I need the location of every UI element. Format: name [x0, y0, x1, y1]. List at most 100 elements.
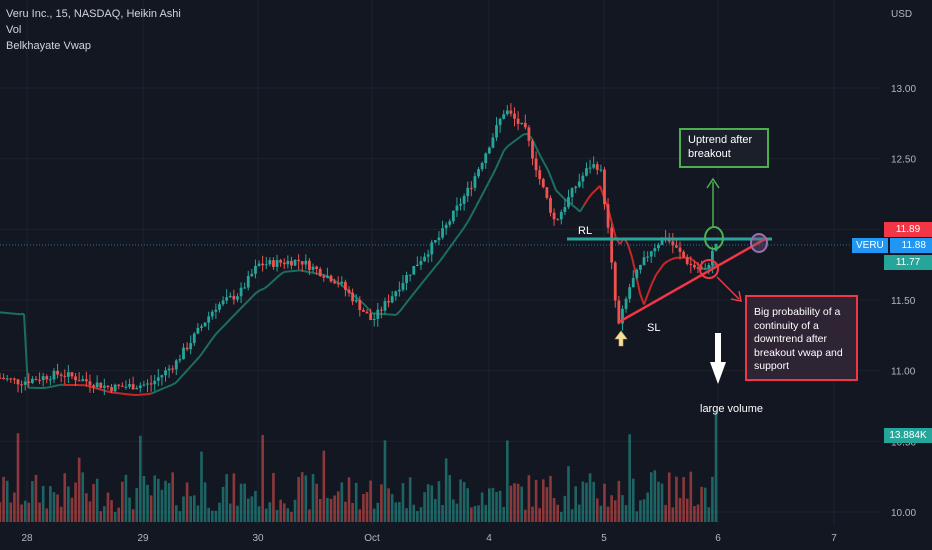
candle-body — [682, 251, 686, 258]
candle-body — [142, 384, 146, 386]
volume-bar — [272, 472, 275, 522]
volume-bar — [563, 495, 567, 522]
indicator-vwap[interactable]: Belkhayate Vwap — [6, 40, 91, 52]
downtrend-callout-box[interactable] — [745, 295, 858, 381]
candle-body — [41, 376, 45, 381]
volume-bar — [495, 491, 498, 522]
vwap-segment — [427, 270, 433, 277]
volume-bar — [128, 497, 131, 522]
candle-body — [261, 263, 265, 266]
vwap-segment — [179, 373, 185, 379]
price-tick-label: 11.50 — [891, 296, 916, 307]
vwap-segment — [467, 213, 473, 222]
candle-body — [678, 247, 682, 252]
candle-body — [246, 276, 250, 288]
vwap-segment — [499, 150, 505, 160]
volume-bar — [225, 474, 228, 522]
candle-body — [110, 387, 113, 392]
volume-bar — [649, 472, 653, 522]
purple-circle-marker[interactable] — [750, 233, 768, 253]
volume-bar — [667, 472, 671, 522]
volume-bar — [77, 457, 81, 522]
volume-bar — [210, 510, 214, 522]
candle-body — [268, 260, 272, 265]
volume-bar — [311, 474, 315, 522]
vwap-segment — [159, 387, 165, 391]
vwap-segment — [647, 283, 653, 295]
vwap-segment — [663, 260, 669, 265]
volume-bar — [131, 509, 135, 522]
candle-body — [92, 385, 95, 388]
candle-body — [498, 118, 502, 126]
vwap-segment — [243, 300, 249, 306]
volume-bar — [0, 502, 2, 522]
volume-bar — [203, 482, 207, 522]
volume-bar — [419, 507, 423, 522]
vwap-segment — [627, 244, 633, 258]
volume-bar — [113, 511, 117, 522]
candle-body — [120, 385, 124, 387]
candle-body — [178, 359, 182, 361]
candle-body — [20, 384, 23, 386]
volume-bar — [657, 481, 660, 522]
volume-bar — [473, 506, 477, 522]
candle-body — [135, 387, 139, 390]
candle-body — [225, 297, 229, 301]
vwap-segment — [459, 227, 465, 234]
volume-bar — [516, 483, 520, 522]
vwap-segment — [551, 179, 557, 191]
vwap-segment — [223, 320, 229, 327]
candle-body — [282, 262, 286, 265]
candle-body — [527, 127, 531, 141]
vwap-segment — [23, 313, 29, 388]
candle-body — [423, 256, 426, 262]
volume-bar — [196, 505, 200, 522]
vwap-segment — [203, 344, 209, 352]
candle-body — [128, 384, 131, 387]
uptrend-callout-box[interactable] — [679, 128, 769, 168]
volume-bar — [693, 506, 696, 522]
volume-bar — [167, 483, 171, 522]
vwap-segment — [547, 169, 553, 181]
candle-body — [552, 212, 556, 220]
candle-body — [549, 197, 552, 213]
volume-bar — [506, 440, 509, 522]
candle-body — [448, 221, 452, 225]
volume-bar — [613, 500, 617, 522]
candle-body — [426, 254, 430, 257]
volume-bar — [31, 481, 34, 522]
volume-bar — [570, 509, 574, 522]
candle-body — [45, 376, 49, 380]
volume-bar — [531, 506, 534, 522]
candle-body — [585, 168, 588, 176]
time-axis[interactable]: 28 29 30 Oct 4 5 6 7 — [21, 533, 837, 544]
candle-body — [693, 264, 696, 268]
green-circle-marker[interactable] — [704, 226, 724, 250]
red-circle-marker[interactable] — [699, 259, 719, 279]
volume-bar — [434, 498, 437, 522]
volume-bar — [214, 510, 218, 522]
rising-trendline[interactable] — [618, 237, 766, 324]
candle-body — [531, 140, 534, 159]
vwap-segment — [199, 349, 205, 357]
volume-bar — [322, 450, 326, 522]
indicator-vol[interactable]: Vol — [6, 24, 22, 36]
volume-bar — [416, 511, 419, 522]
candle-body — [495, 125, 498, 138]
volume-bar — [92, 484, 95, 522]
candle-body — [156, 377, 160, 381]
annotations[interactable]: RL SL large volume — [567, 128, 858, 415]
candle-body — [27, 381, 31, 383]
candle-body — [570, 188, 574, 198]
volume-bar — [707, 507, 711, 522]
chart-title[interactable]: Veru Inc., 15, NASDAQ, Heikin Ashi — [6, 8, 181, 20]
candle-body — [523, 122, 527, 128]
price-tag-upper: 11.89 — [884, 222, 932, 237]
vwap-segment — [631, 257, 637, 276]
vwap-segment — [167, 383, 173, 388]
volume-bar — [304, 475, 308, 522]
volume-bar — [124, 474, 128, 522]
candle-body — [635, 269, 639, 279]
